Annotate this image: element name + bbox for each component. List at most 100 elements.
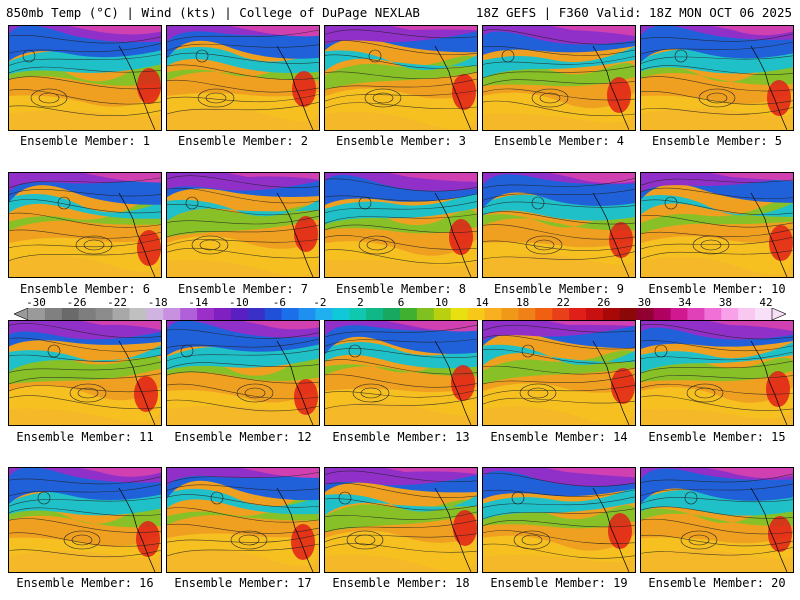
colorbar-swatch bbox=[450, 308, 469, 320]
temperature-map bbox=[325, 468, 477, 572]
colorbar-tick-label: -18 bbox=[147, 296, 168, 309]
colorbar-tick-label: -10 bbox=[228, 296, 249, 309]
ensemble-panel bbox=[324, 172, 478, 278]
ensemble-member-label: Ensemble Member: 5 bbox=[651, 134, 783, 148]
colorbar-tick-label: -6 bbox=[272, 296, 286, 309]
colorbar-swatch bbox=[670, 308, 688, 320]
colorbar-tick-label: -14 bbox=[188, 296, 209, 309]
colorbar-tick-label: 22 bbox=[556, 296, 570, 309]
colorbar-tick-label: 2 bbox=[357, 296, 364, 309]
ensemble-member-label: Ensemble Member: 8 bbox=[335, 282, 467, 296]
colorbar-swatch bbox=[586, 308, 604, 320]
colorbar-swatch bbox=[315, 308, 333, 320]
colorbar-swatch bbox=[95, 308, 114, 320]
colorbar-swatch bbox=[484, 308, 502, 320]
temperature-map bbox=[167, 321, 319, 425]
ensemble-panel bbox=[640, 467, 794, 573]
colorbar-swatch bbox=[230, 308, 249, 320]
ensemble-panel bbox=[482, 320, 636, 426]
colorbar-high-arrow bbox=[771, 308, 786, 320]
ensemble-member-label: Ensemble Member: 15 bbox=[648, 430, 786, 444]
colorbar-swatch bbox=[163, 308, 181, 320]
ensemble-member-label: Ensemble Member: 18 bbox=[332, 576, 470, 590]
colorbar-low-arrow bbox=[14, 308, 29, 320]
colorbar-swatch bbox=[687, 308, 705, 320]
ensemble-panel bbox=[324, 320, 478, 426]
colorbar-tick-label: -2 bbox=[313, 296, 327, 309]
colorbar-swatch bbox=[28, 308, 46, 320]
temperature-map bbox=[325, 321, 477, 425]
ensemble-panel bbox=[640, 25, 794, 131]
ensemble-member-label: Ensemble Member: 3 bbox=[335, 134, 467, 148]
colorbar-swatch bbox=[755, 308, 773, 320]
ensemble-member-label: Ensemble Member: 14 bbox=[490, 430, 628, 444]
colorbar-tick-label: 38 bbox=[718, 296, 733, 309]
temperature-colorbar bbox=[14, 308, 786, 320]
colorbar-swatch bbox=[653, 308, 672, 320]
colorbar-tick-label: 30 bbox=[637, 296, 651, 309]
colorbar-swatch bbox=[44, 308, 63, 320]
map-title: 850mb Temp (°C) | Wind (kts) | College o… bbox=[6, 5, 420, 20]
colorbar-swatch bbox=[518, 308, 536, 320]
temperature-map bbox=[167, 173, 319, 277]
temperature-map bbox=[9, 468, 161, 572]
colorbar-swatch bbox=[180, 308, 198, 320]
colorbar-swatch bbox=[704, 308, 722, 320]
colorbar-tick-label: -26 bbox=[66, 296, 87, 309]
temperature-map bbox=[483, 468, 635, 572]
ensemble-member-label: Ensemble Member: 17 bbox=[174, 576, 312, 590]
ensemble-member-label: Ensemble Member: 9 bbox=[493, 282, 625, 296]
colorbar-swatch bbox=[383, 308, 401, 320]
temperature-map bbox=[325, 26, 477, 130]
ensemble-panel bbox=[166, 25, 320, 131]
colorbar-swatch bbox=[214, 308, 232, 320]
colorbar-swatch bbox=[197, 308, 215, 320]
temperature-map bbox=[167, 468, 319, 572]
colorbar-swatch bbox=[400, 308, 418, 320]
temperature-map bbox=[483, 321, 635, 425]
ensemble-panel bbox=[482, 172, 636, 278]
colorbar-swatch bbox=[602, 308, 621, 320]
temperature-map bbox=[641, 321, 793, 425]
ensemble-member-label: Ensemble Member: 7 bbox=[177, 282, 309, 296]
ensemble-member-label: Ensemble Member: 6 bbox=[19, 282, 151, 296]
colorbar-swatch bbox=[281, 308, 300, 320]
temperature-map bbox=[9, 26, 161, 130]
temperature-map bbox=[483, 26, 635, 130]
ensemble-panel bbox=[8, 172, 162, 278]
ensemble-member-label: Ensemble Member: 12 bbox=[174, 430, 312, 444]
colorbar-swatch bbox=[247, 308, 266, 320]
ensemble-member-label: Ensemble Member: 16 bbox=[16, 576, 154, 590]
temperature-map bbox=[641, 26, 793, 130]
colorbar-swatch bbox=[61, 308, 80, 320]
colorbar-tick-label: 18 bbox=[516, 296, 530, 309]
colorbar-swatch bbox=[501, 308, 519, 320]
temperature-map bbox=[9, 321, 161, 425]
colorbar-swatch bbox=[112, 308, 130, 320]
ensemble-panel bbox=[166, 467, 320, 573]
colorbar-swatch bbox=[467, 308, 486, 320]
colorbar-swatch bbox=[349, 308, 367, 320]
colorbar-swatch bbox=[619, 308, 638, 320]
ensemble-member-label: Ensemble Member: 10 bbox=[648, 282, 786, 296]
colorbar-swatch bbox=[721, 308, 739, 320]
colorbar-swatch bbox=[416, 308, 435, 320]
colorbar-tick-label: 14 bbox=[475, 296, 489, 309]
colorbar-swatch bbox=[298, 308, 316, 320]
ensemble-member-label: Ensemble Member: 20 bbox=[648, 576, 786, 590]
colorbar-swatch bbox=[433, 308, 452, 320]
ensemble-panel bbox=[8, 467, 162, 573]
ensemble-member-label: Ensemble Member: 4 bbox=[493, 134, 625, 148]
ensemble-panel bbox=[8, 320, 162, 426]
ensemble-member-label: Ensemble Member: 11 bbox=[16, 430, 154, 444]
colorbar-tick-label: -22 bbox=[107, 296, 128, 309]
colorbar-swatch bbox=[332, 308, 350, 320]
ensemble-member-label: Ensemble Member: 13 bbox=[332, 430, 470, 444]
ensemble-panel bbox=[482, 467, 636, 573]
ensemble-panel bbox=[324, 25, 478, 131]
ensemble-panel bbox=[640, 320, 794, 426]
colorbar-tick-label: 34 bbox=[678, 296, 692, 309]
colorbar-swatch bbox=[129, 308, 147, 320]
temperature-map bbox=[483, 173, 635, 277]
ensemble-panel bbox=[166, 172, 320, 278]
